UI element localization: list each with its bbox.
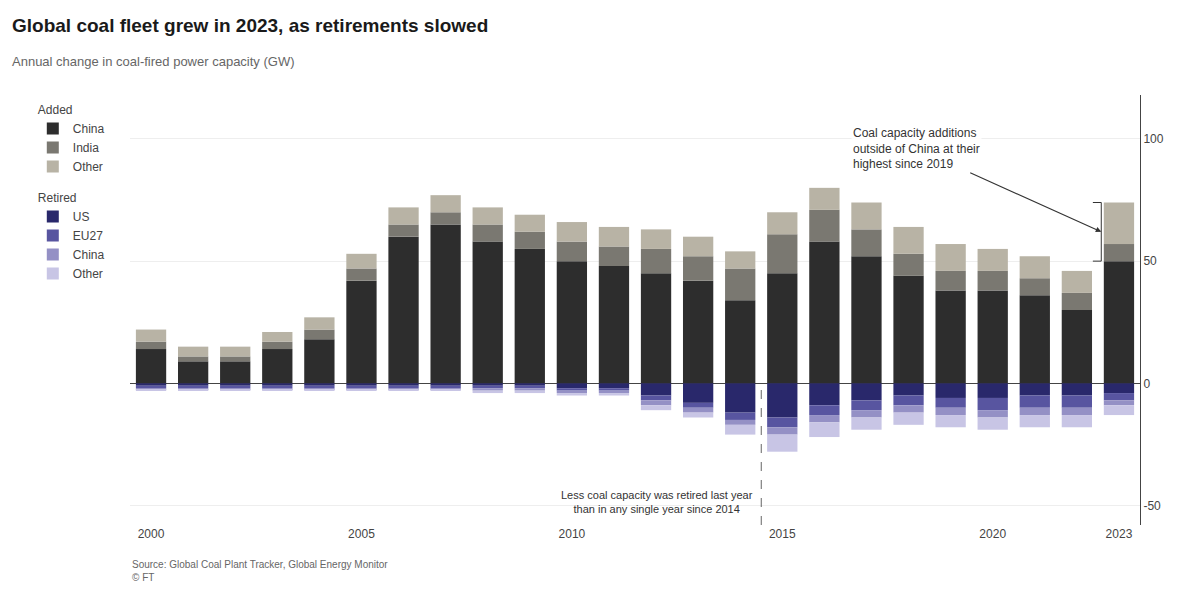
svg-text:Other: Other (73, 267, 103, 281)
svg-text:2023: 2023 (1106, 527, 1133, 541)
svg-text:0: 0 (1143, 377, 1150, 391)
svg-text:EU27: EU27 (73, 229, 103, 243)
svg-text:2010: 2010 (559, 527, 586, 541)
svg-text:2020: 2020 (979, 527, 1006, 541)
svg-text:Less coal capacity was retired: Less coal capacity was retired last year… (561, 489, 753, 515)
svg-text:Retired: Retired (38, 191, 77, 205)
svg-text:50: 50 (1143, 254, 1157, 268)
svg-text:2015: 2015 (769, 527, 796, 541)
svg-text:Other: Other (73, 160, 103, 174)
svg-text:US: US (73, 210, 90, 224)
svg-text:-50: -50 (1143, 499, 1161, 513)
svg-text:Coal capacity additionsoutside: Coal capacity additionsoutside of China … (853, 126, 980, 171)
svg-text:Annual change in coal-fired po: Annual change in coal-fired power capaci… (12, 54, 295, 69)
svg-text:Source: Global Coal Plant Trac: Source: Global Coal Plant Tracker, Globa… (132, 559, 388, 583)
svg-text:India: India (73, 141, 99, 155)
svg-text:2005: 2005 (348, 527, 375, 541)
svg-text:Global coal fleet grew in 2023: Global coal fleet grew in 2023, as retir… (12, 15, 488, 36)
svg-text:Added: Added (38, 103, 73, 117)
svg-text:China: China (73, 122, 105, 136)
svg-text:2000: 2000 (138, 527, 165, 541)
svg-text:China: China (73, 248, 105, 262)
svg-text:100: 100 (1143, 132, 1163, 146)
